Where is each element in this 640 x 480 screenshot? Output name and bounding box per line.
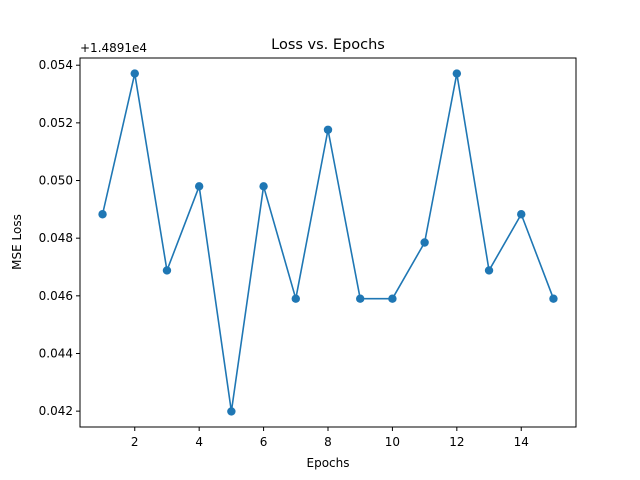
x-tick-label: 6 [260,435,268,449]
y-tick-label: 0.042 [39,404,73,418]
y-tick-label: 0.046 [39,289,73,303]
y-tick-label: 0.050 [39,174,73,188]
y-tick-label: 0.054 [39,58,73,72]
chart-title: Loss vs. Epochs [271,37,385,53]
y-tick-label: 0.048 [39,231,73,245]
x-tick-label: 14 [514,435,529,449]
x-tick-label: 10 [385,435,400,449]
data-point [259,182,268,191]
axes-frame [79,57,577,428]
x-tick-label: 4 [195,435,203,449]
x-tick-label: 12 [449,435,464,449]
data-point [484,266,494,275]
data-point [517,210,526,219]
data-point [420,238,429,247]
y-tick-label: 0.044 [39,346,73,360]
x-axis-label: Epochs [307,456,350,470]
data-point [130,69,139,78]
data-point [356,294,365,303]
y-axis-label: MSE Loss [10,214,24,270]
data-point [549,294,558,303]
data-point [323,125,333,134]
y-offset-text: +1.4891e4 [80,41,147,55]
data-point [194,182,204,191]
data-point [452,69,462,78]
data-point [291,294,300,303]
y-tick-label: 0.052 [39,116,73,130]
data-point [388,294,397,303]
x-tick-label: 2 [131,435,139,449]
data-point [98,210,107,219]
x-tick-label: 8 [324,435,332,449]
data-point [162,266,172,275]
plot-area: 2 4 6 8 10 12 14 0.042 0.044 0.046 0.048 0.050 0.052… [39,58,558,449]
data-point [227,407,236,416]
